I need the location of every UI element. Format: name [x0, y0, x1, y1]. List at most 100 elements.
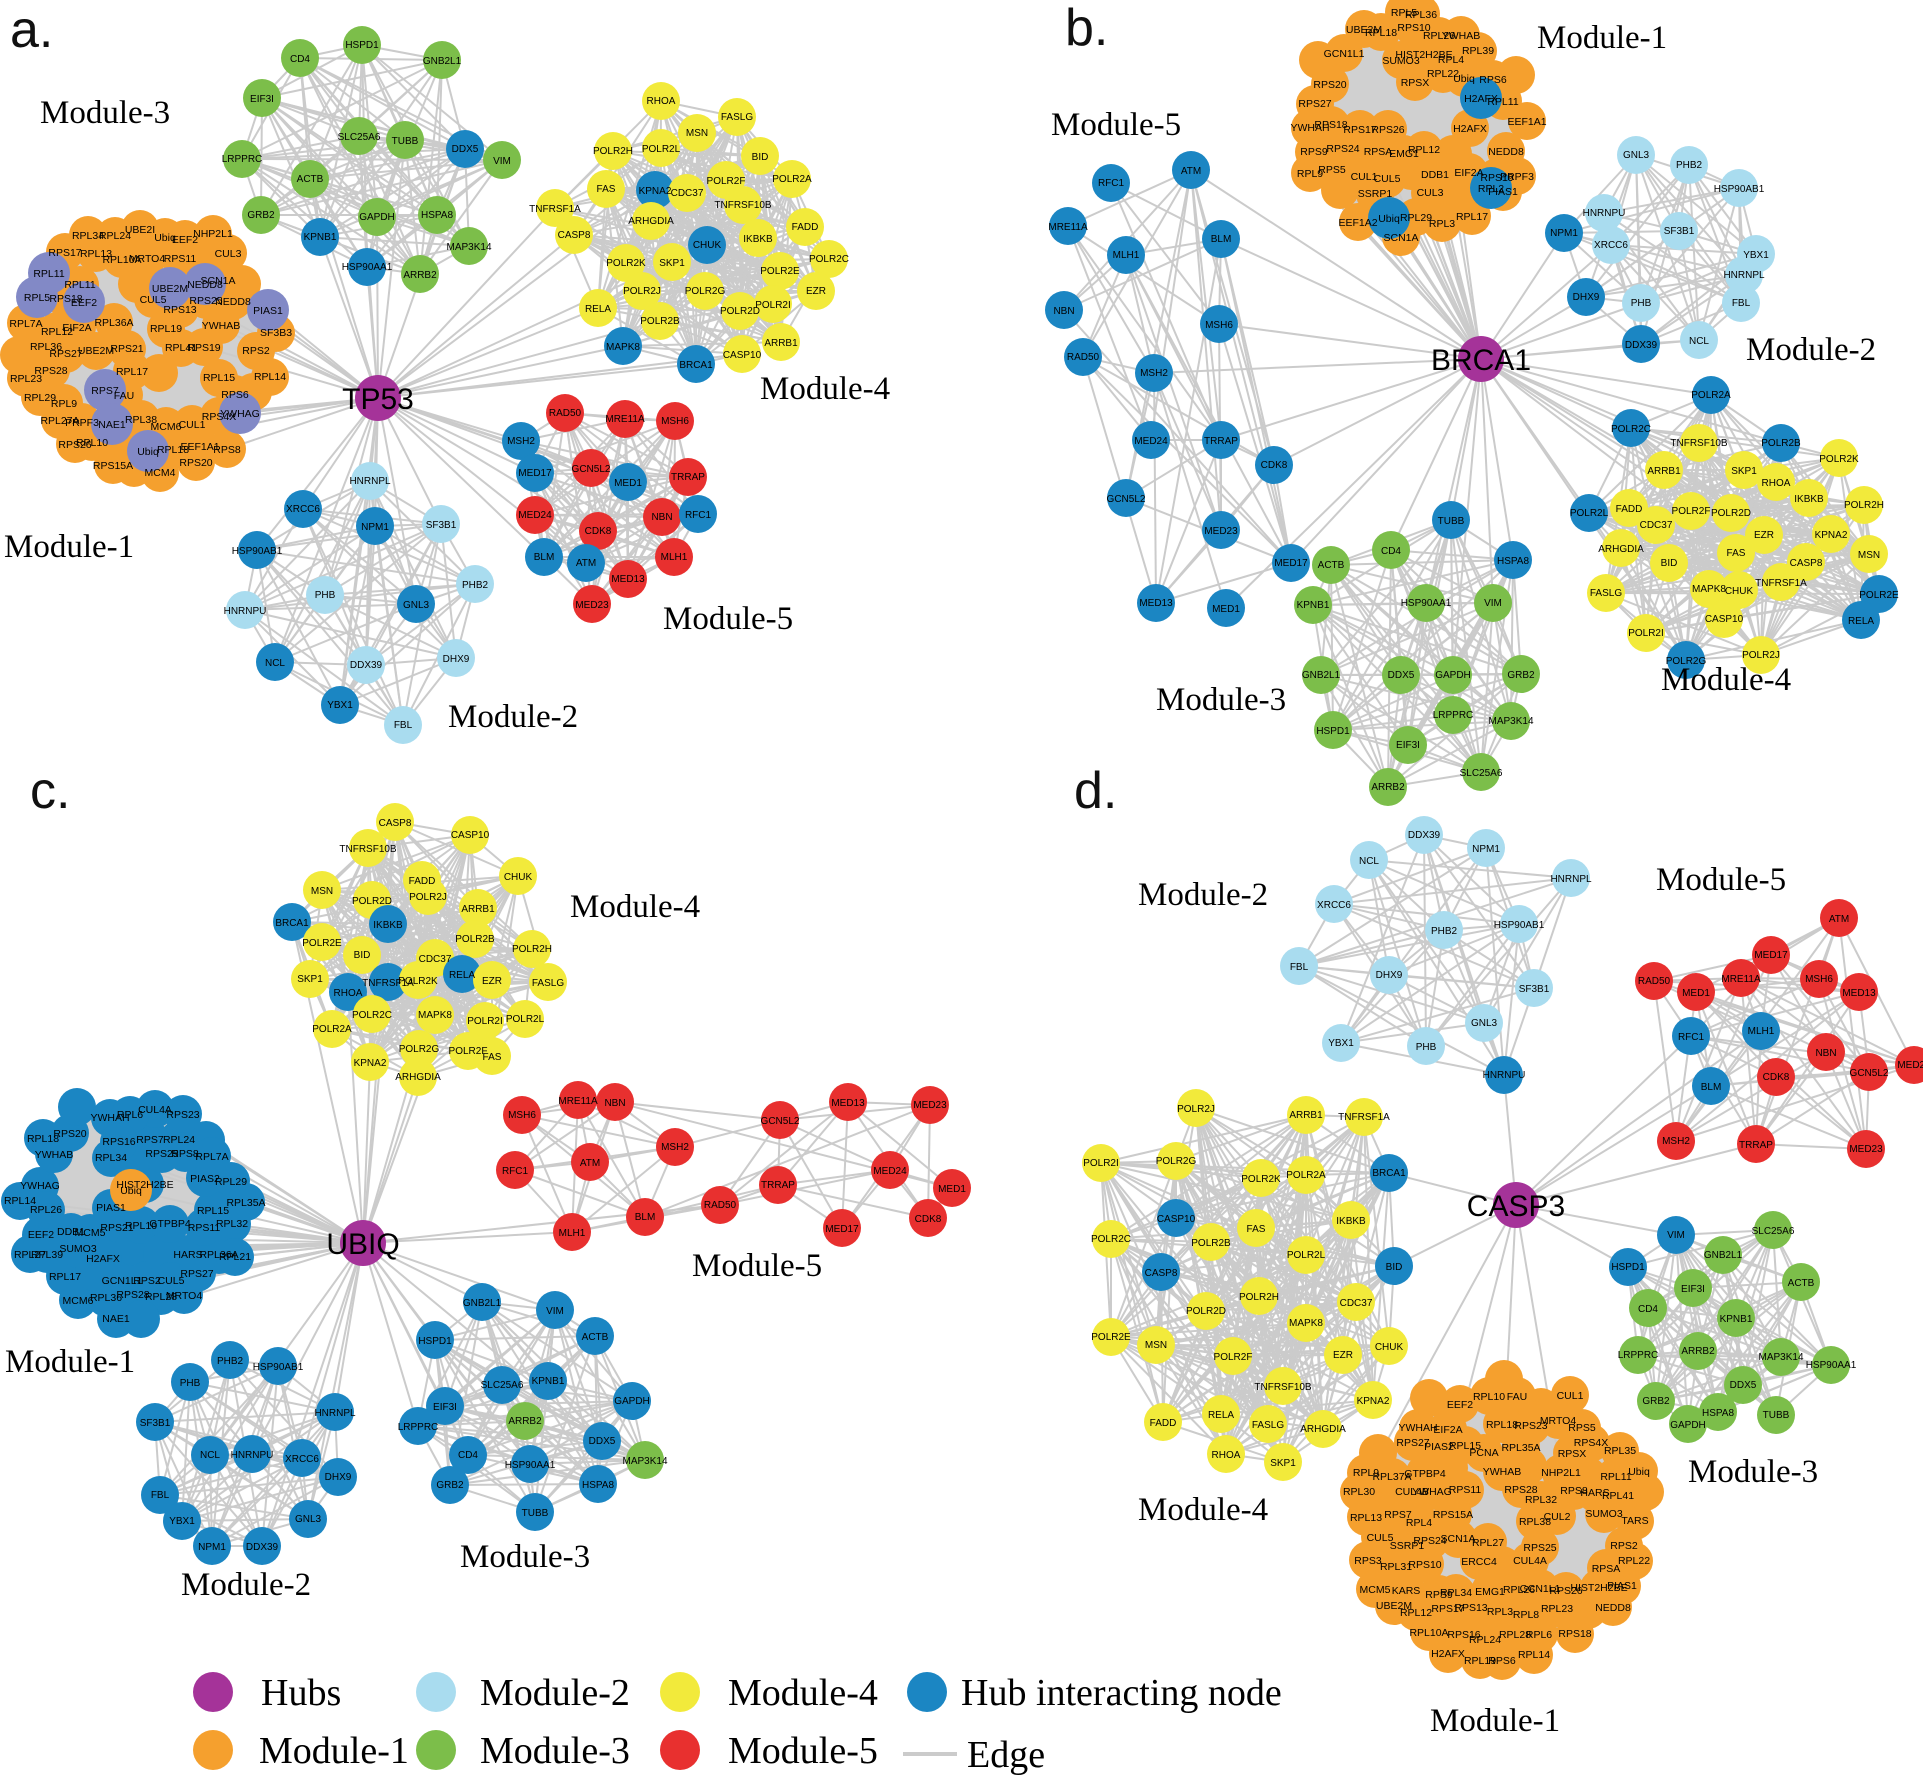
svg-text:POLR2E: POLR2E	[302, 938, 342, 949]
svg-text:BID: BID	[1661, 558, 1678, 569]
svg-text:CDC37: CDC37	[671, 188, 704, 199]
svg-text:MCM6: MCM6	[151, 421, 182, 433]
svg-text:RPL15: RPL15	[1449, 1440, 1481, 1452]
svg-text:PHB2: PHB2	[1431, 926, 1458, 937]
svg-text:TRRAP: TRRAP	[1204, 436, 1238, 447]
svg-text:GRB2: GRB2	[1642, 1396, 1670, 1407]
svg-text:XRCC6: XRCC6	[285, 1454, 319, 1465]
svg-text:RPS21: RPS21	[100, 1222, 133, 1234]
svg-text:UBE2I: UBE2I	[125, 224, 155, 236]
svg-text:POLR2J: POLR2J	[1742, 650, 1780, 661]
svg-text:RPL3: RPL3	[1487, 1606, 1513, 1618]
svg-text:EEF1A1: EEF1A1	[180, 441, 219, 453]
svg-text:Module-1: Module-1	[259, 1730, 409, 1772]
svg-text:CD4: CD4	[290, 54, 310, 65]
svg-text:POLR2G: POLR2G	[1666, 656, 1707, 667]
svg-text:RFC1: RFC1	[1098, 178, 1125, 189]
svg-text:RPS25: RPS25	[145, 1148, 178, 1160]
svg-text:HSP90AB1: HSP90AB1	[1494, 920, 1545, 931]
svg-text:MSN: MSN	[686, 128, 708, 139]
svg-text:KPNA2: KPNA2	[639, 186, 672, 197]
svg-text:HNRNPU: HNRNPU	[231, 1450, 274, 1461]
svg-text:VIM: VIM	[493, 156, 511, 167]
svg-text:FAS: FAS	[597, 184, 616, 195]
svg-text:EIF3I: EIF3I	[1681, 1284, 1705, 1295]
svg-text:RFC1: RFC1	[502, 1166, 529, 1177]
svg-text:EIF3I: EIF3I	[250, 94, 274, 105]
svg-text:RPSX: RPSX	[1401, 77, 1430, 89]
svg-text:POLR2L: POLR2L	[1287, 1250, 1326, 1261]
svg-text:POLR2J: POLR2J	[409, 892, 447, 903]
svg-text:TRRAP: TRRAP	[761, 1180, 795, 1191]
svg-text:c.: c.	[30, 762, 70, 820]
svg-text:SCN1A: SCN1A	[1440, 1533, 1475, 1545]
svg-text:PIAS1: PIAS1	[1488, 186, 1518, 198]
svg-text:MSH6: MSH6	[1805, 974, 1833, 985]
svg-text:CDC37: CDC37	[419, 954, 452, 965]
svg-text:RPL23: RPL23	[10, 373, 42, 385]
svg-text:GAPDH: GAPDH	[1670, 1420, 1706, 1431]
svg-text:GAPDH: GAPDH	[614, 1396, 650, 1407]
svg-text:SCN1A: SCN1A	[200, 275, 235, 287]
svg-text:MSH6: MSH6	[1205, 320, 1233, 331]
svg-text:RHOA: RHOA	[334, 988, 363, 999]
svg-text:CHUK: CHUK	[693, 240, 722, 251]
svg-text:KARS: KARS	[1392, 1585, 1421, 1597]
svg-text:RFC1: RFC1	[1678, 1032, 1705, 1043]
svg-text:GNB2L1: GNB2L1	[423, 56, 462, 67]
svg-text:CHUK: CHUK	[504, 872, 533, 883]
svg-text:MRE11A: MRE11A	[1048, 222, 1088, 233]
svg-text:HNRNPL: HNRNPL	[349, 476, 391, 487]
svg-text:RPS8: RPS8	[171, 1148, 199, 1160]
svg-text:RPL8: RPL8	[1513, 1609, 1539, 1621]
svg-text:ARRB1: ARRB1	[764, 338, 798, 349]
svg-text:RPL18: RPL18	[27, 1133, 59, 1145]
svg-text:POLR2D: POLR2D	[1711, 508, 1751, 519]
svg-text:POLR2A: POLR2A	[772, 174, 812, 185]
svg-text:MAPK8: MAPK8	[418, 1010, 452, 1021]
svg-text:PIAS2: PIAS2	[1424, 1441, 1454, 1453]
svg-text:UBE2M: UBE2M	[1376, 1600, 1412, 1612]
svg-text:RPS25: RPS25	[189, 295, 222, 307]
svg-text:MCM4: MCM4	[145, 467, 176, 479]
svg-text:DHX9: DHX9	[1376, 970, 1403, 981]
svg-text:CASP8: CASP8	[1145, 1268, 1178, 1279]
svg-text:GNB2L1: GNB2L1	[463, 1298, 502, 1309]
svg-text:POLR2A: POLR2A	[1286, 1170, 1326, 1181]
svg-text:BID: BID	[752, 152, 769, 163]
svg-text:RPL39: RPL39	[31, 1249, 63, 1261]
svg-text:DDX5: DDX5	[589, 1436, 616, 1447]
svg-text:RPS18: RPS18	[1558, 1628, 1591, 1640]
svg-text:MSH2: MSH2	[661, 1142, 689, 1153]
svg-text:RPSX: RPSX	[1558, 1448, 1587, 1460]
svg-text:RPS19: RPS19	[1480, 172, 1513, 184]
svg-text:ARRB1: ARRB1	[1289, 1110, 1323, 1121]
svg-text:KPNB1: KPNB1	[304, 232, 337, 243]
svg-text:MSH2: MSH2	[507, 436, 535, 447]
svg-text:RPL11: RPL11	[1600, 1471, 1631, 1483]
svg-text:RPL17: RPL17	[116, 366, 148, 378]
svg-text:POLR2H: POLR2H	[1844, 500, 1884, 511]
svg-text:BRCA1: BRCA1	[679, 360, 713, 371]
svg-text:RPL12: RPL12	[41, 326, 73, 338]
svg-text:RPL13: RPL13	[80, 248, 112, 260]
svg-text:MED23: MED23	[913, 1100, 947, 1111]
svg-text:RHOA: RHOA	[1212, 1450, 1241, 1461]
svg-text:TNFRSF10B: TNFRSF10B	[339, 844, 397, 855]
svg-text:YWHAB: YWHAB	[1442, 30, 1481, 42]
svg-text:MED24: MED24	[1897, 1060, 1923, 1071]
svg-text:CUL4A: CUL4A	[138, 1104, 172, 1116]
svg-text:RAD50: RAD50	[549, 408, 582, 419]
svg-text:RPL21: RPL21	[219, 1251, 251, 1263]
svg-text:HIST2H2BE: HIST2H2BE	[1395, 49, 1452, 61]
svg-text:TNFRSF1A: TNFRSF1A	[362, 978, 414, 989]
svg-text:RPL3: RPL3	[1429, 218, 1455, 230]
svg-text:RPSA: RPSA	[1592, 1563, 1621, 1575]
svg-text:ACTB: ACTB	[582, 1332, 609, 1343]
svg-text:DDX39: DDX39	[1625, 340, 1658, 351]
svg-text:POLR2E: POLR2E	[760, 266, 800, 277]
svg-text:CASP10: CASP10	[1157, 1214, 1196, 1225]
svg-text:DHX9: DHX9	[325, 1472, 352, 1483]
svg-text:RPL38: RPL38	[125, 414, 157, 426]
svg-text:YWHAB: YWHAB	[202, 320, 241, 332]
